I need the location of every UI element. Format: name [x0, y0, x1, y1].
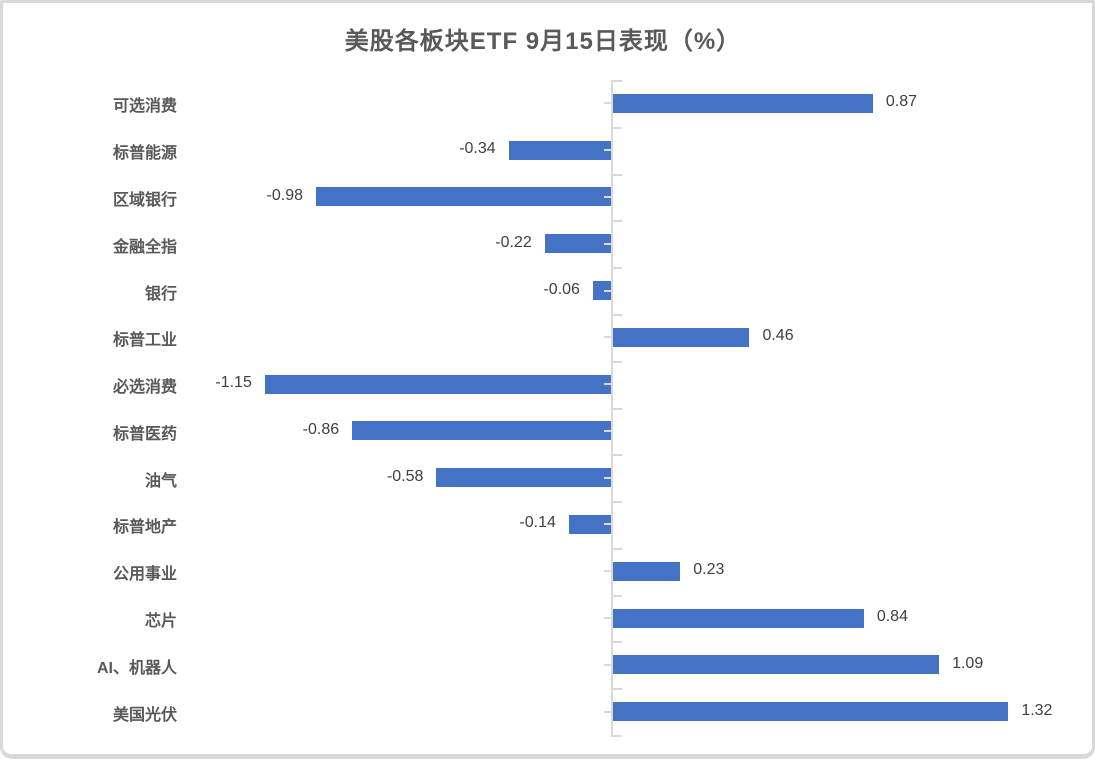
axis-center-tick — [604, 617, 613, 620]
value-label: 0.87 — [885, 93, 917, 111]
axis-boundary-tick — [611, 594, 622, 597]
bar — [264, 374, 611, 394]
axis-center-tick — [604, 476, 613, 479]
axis-boundary-tick — [611, 501, 622, 504]
axis-boundary-tick — [611, 220, 622, 223]
bar — [316, 187, 611, 207]
category-label: 标普医药 — [112, 425, 177, 443]
bar — [611, 93, 873, 113]
bar — [611, 608, 864, 628]
bar — [352, 421, 611, 441]
axis-boundary-tick — [611, 267, 622, 270]
value-label: 1.09 — [952, 654, 984, 672]
value-label: 1.32 — [1021, 701, 1053, 719]
axis-center-tick — [604, 710, 613, 713]
axis-center-tick — [604, 336, 613, 339]
value-label: -0.58 — [386, 467, 424, 485]
axis-center-tick — [604, 663, 613, 666]
axis-boundary-tick — [611, 360, 622, 363]
category-label: 油气 — [144, 472, 177, 490]
axis-boundary-tick — [611, 313, 622, 316]
bar — [544, 234, 611, 254]
axis-boundary-tick — [611, 80, 622, 82]
axis-center-tick — [604, 570, 613, 573]
value-label: -0.98 — [266, 186, 304, 204]
axis-boundary-tick — [611, 688, 622, 691]
value-label: -0.86 — [302, 420, 340, 438]
category-label: 银行 — [144, 285, 177, 303]
axis-center-tick — [604, 383, 613, 386]
value-label: -0.06 — [543, 280, 580, 298]
axis-center-tick — [604, 102, 613, 105]
axis-boundary-tick — [611, 173, 622, 176]
value-label: -0.22 — [495, 233, 532, 251]
category-label: 金融全指 — [112, 238, 177, 256]
plot-area: 可选消费 0.87 标普能源 -0.34 区域银行 -0.98 金融全指 -0.22 银行 -0.… — [3, 3, 1092, 754]
value-label: -0.14 — [519, 514, 556, 532]
category-label: 公用事业 — [112, 566, 177, 584]
axis-boundary-tick — [611, 126, 622, 129]
axis-boundary-tick — [611, 641, 622, 644]
bar — [592, 281, 611, 301]
category-label: 美国光伏 — [112, 706, 177, 724]
bar — [568, 514, 611, 534]
value-label: 0.84 — [876, 608, 908, 626]
axis-center-tick — [604, 523, 613, 526]
bar — [611, 702, 1009, 722]
axis-boundary-tick — [611, 407, 622, 410]
axis-center-tick — [604, 242, 613, 245]
category-label: 标普地产 — [112, 519, 177, 537]
axis-boundary-tick — [611, 454, 622, 457]
axis-boundary-tick — [611, 735, 622, 737]
axis-center-tick — [604, 429, 613, 432]
axis-boundary-tick — [611, 547, 622, 550]
category-label: 区域银行 — [112, 191, 177, 209]
bar — [611, 561, 681, 581]
category-label: 标普工业 — [112, 332, 177, 350]
category-label: AI、机器人 — [96, 659, 177, 677]
axis-center-tick — [604, 195, 613, 198]
bar — [611, 655, 940, 675]
value-label: 0.46 — [762, 327, 794, 345]
value-label: -1.15 — [215, 374, 252, 392]
axis-center-tick — [604, 149, 613, 152]
category-label: 芯片 — [144, 613, 177, 631]
axis-center-tick — [604, 289, 613, 292]
category-label: 可选消费 — [112, 98, 177, 116]
bar — [611, 327, 750, 347]
bar — [508, 140, 611, 160]
category-label: 必选消费 — [112, 379, 177, 397]
value-label: 0.23 — [693, 561, 725, 579]
bar — [436, 468, 611, 488]
category-label: 标普能源 — [112, 145, 177, 163]
value-label: -0.34 — [459, 140, 496, 158]
chart-title: 美股各板块ETF 9月15日表现（%） — [344, 28, 742, 55]
